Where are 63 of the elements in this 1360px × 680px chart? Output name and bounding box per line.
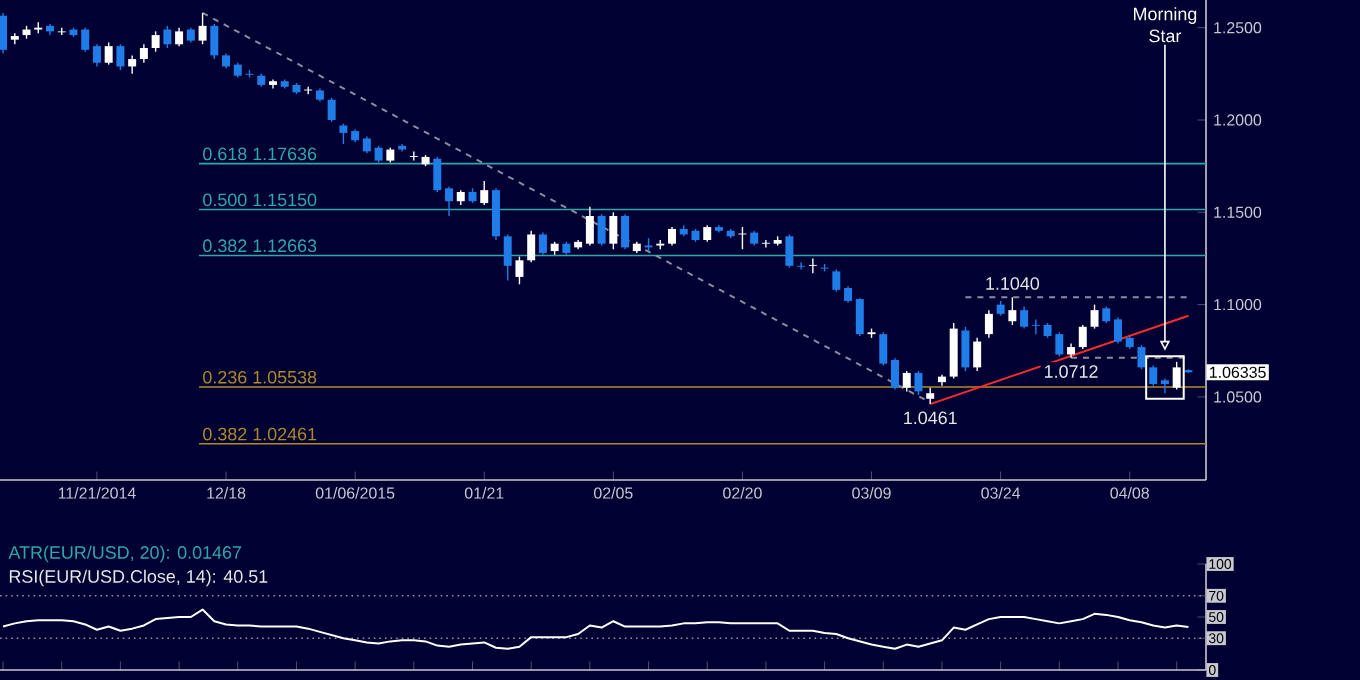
candlestick xyxy=(832,268,841,293)
candlestick xyxy=(1160,377,1169,394)
candlestick xyxy=(198,12,207,45)
candlestick xyxy=(984,309,993,339)
ref-line-label: 0.236 1.05538 xyxy=(203,370,317,384)
annotation: Morning Star xyxy=(1134,7,1197,43)
candlestick xyxy=(538,231,547,256)
candlestick xyxy=(1137,344,1146,370)
candlestick xyxy=(855,297,864,337)
candlestick xyxy=(0,12,8,55)
candlestick xyxy=(1078,324,1087,350)
annotation: 1.0461 xyxy=(904,411,957,425)
candlestick xyxy=(914,370,923,396)
annotation: RSI(EUR/USD.Close, 14): 40.51 xyxy=(9,569,268,587)
candlestick xyxy=(961,326,970,372)
candlestick xyxy=(175,26,184,47)
candlestick xyxy=(621,213,630,250)
candlestick xyxy=(268,78,277,90)
candlestick xyxy=(973,337,982,372)
candlestick xyxy=(339,122,348,145)
ref-line-label: 0.382 1.02461 xyxy=(203,427,317,441)
candlestick xyxy=(139,43,148,64)
candlestick xyxy=(668,226,677,247)
candlestick xyxy=(1008,296,1017,326)
ref-line-label: 0.500 1.15150 xyxy=(203,193,317,207)
candlestick xyxy=(491,187,500,241)
candlestick xyxy=(808,257,817,274)
candlestick xyxy=(949,322,958,380)
candlestick xyxy=(433,156,442,193)
candlestick xyxy=(1149,364,1158,387)
candlestick xyxy=(902,370,911,393)
ref-line-label: 0.618 1.17636 xyxy=(203,147,317,161)
candlestick xyxy=(92,43,101,68)
candlestick xyxy=(1020,305,1029,330)
candlestick xyxy=(81,26,90,53)
candlestick xyxy=(409,150,418,162)
annotation: 1.0712 xyxy=(1045,365,1098,378)
candlestick xyxy=(761,239,770,249)
ref-line-label: 0.382 1.12663 xyxy=(203,239,317,253)
candlestick xyxy=(597,213,606,247)
candlestick xyxy=(1090,303,1099,330)
candlestick xyxy=(609,211,618,250)
candlestick xyxy=(116,43,125,71)
candlestick xyxy=(327,97,336,123)
candlestick xyxy=(797,261,806,271)
candlestick xyxy=(503,233,512,282)
text: ATR(EUR/USD, 20): 0.01467 xyxy=(8,545,242,563)
candlestick xyxy=(445,185,454,217)
candlestick xyxy=(879,331,888,367)
candlestick xyxy=(891,357,899,391)
annotation: 1.1040 xyxy=(986,277,1040,290)
candlestick xyxy=(585,206,594,247)
candlestick xyxy=(163,25,172,49)
candlestick xyxy=(128,54,137,75)
candlestick xyxy=(785,233,794,269)
candlestick xyxy=(210,23,219,60)
candlestick xyxy=(527,230,536,263)
candlestick xyxy=(480,180,489,206)
candlestick xyxy=(151,30,160,53)
candlestick xyxy=(515,255,524,285)
candlestick xyxy=(1114,316,1122,345)
candlestick xyxy=(1031,318,1040,335)
candlestick xyxy=(104,41,113,66)
